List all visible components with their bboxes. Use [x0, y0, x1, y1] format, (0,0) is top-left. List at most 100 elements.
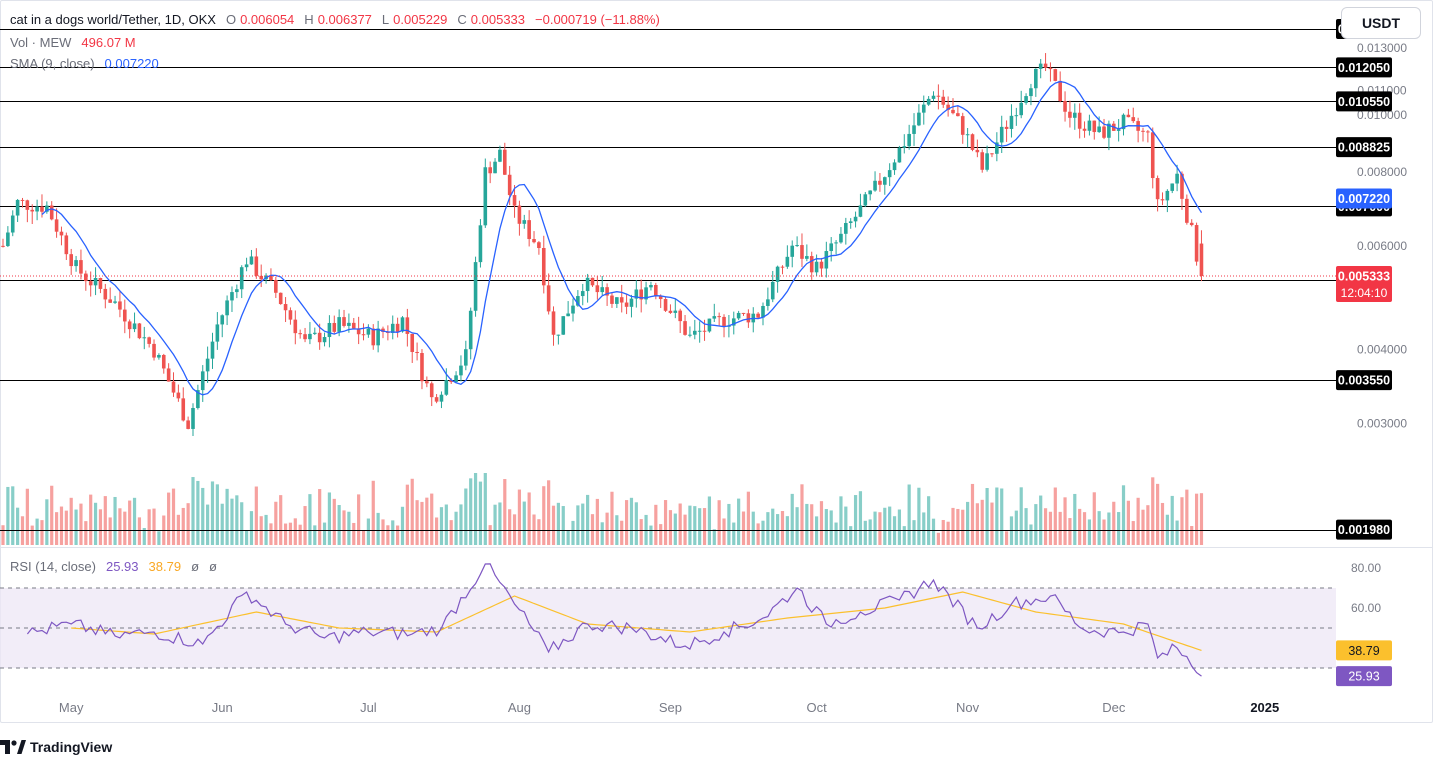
candle-body[interactable]: [502, 149, 507, 175]
candle-body[interactable]: [585, 277, 590, 292]
sma-line[interactable]: [41, 80, 1203, 396]
candle-body[interactable]: [215, 324, 220, 342]
candle-body[interactable]: [697, 330, 702, 332]
candle-body[interactable]: [1043, 63, 1048, 68]
candle-body[interactable]: [15, 199, 20, 216]
candle-body[interactable]: [917, 112, 921, 126]
candle-body[interactable]: [507, 174, 512, 196]
candle-body[interactable]: [882, 177, 887, 185]
candle-body[interactable]: [181, 398, 186, 421]
candle-body[interactable]: [1199, 243, 1204, 277]
rsi-ma-badge-bg[interactable]: [1336, 640, 1392, 661]
candle-body[interactable]: [317, 332, 322, 343]
candle-body[interactable]: [10, 215, 15, 233]
candle-body[interactable]: [692, 330, 697, 335]
candle-body[interactable]: [556, 334, 561, 336]
candle-body[interactable]: [1116, 129, 1121, 131]
candle-body[interactable]: [113, 301, 117, 303]
candle-body[interactable]: [308, 333, 312, 340]
candle-body[interactable]: [79, 260, 83, 274]
candle-body[interactable]: [1024, 96, 1028, 103]
candle-body[interactable]: [361, 334, 366, 336]
candle-body[interactable]: [1068, 111, 1072, 118]
candle-body[interactable]: [59, 231, 64, 236]
candle-body[interactable]: [717, 316, 721, 318]
candle-body[interactable]: [766, 299, 770, 306]
candle-body[interactable]: [756, 313, 760, 318]
candle-body[interactable]: [999, 126, 1004, 143]
level-badge-bg[interactable]: [1336, 370, 1392, 391]
candle-body[interactable]: [887, 170, 892, 178]
candle-body[interactable]: [780, 266, 785, 268]
candle-body[interactable]: [610, 295, 614, 304]
candle-body[interactable]: [892, 162, 897, 171]
candle-body[interactable]: [35, 206, 39, 212]
candle-body[interactable]: [902, 146, 907, 148]
candle-body[interactable]: [239, 267, 244, 290]
candle-body[interactable]: [805, 256, 809, 259]
candle-body[interactable]: [878, 180, 882, 185]
candle-body[interactable]: [493, 161, 497, 174]
candle-body[interactable]: [122, 309, 127, 322]
candle-body[interactable]: [415, 351, 419, 354]
candle-body[interactable]: [546, 285, 551, 312]
candle-body[interactable]: [537, 242, 541, 249]
candle-body[interactable]: [434, 397, 439, 402]
candle-body[interactable]: [88, 281, 93, 286]
candle-body[interactable]: [619, 297, 624, 303]
candle-body[interactable]: [561, 316, 566, 335]
candle-body[interactable]: [293, 319, 298, 334]
candle-body[interactable]: [225, 300, 229, 316]
candle-body[interactable]: [1126, 114, 1131, 118]
candle-body[interactable]: [736, 312, 741, 319]
candle-body[interactable]: [132, 323, 137, 330]
candle-body[interactable]: [844, 222, 848, 234]
candle-body[interactable]: [478, 225, 483, 263]
candle-body[interactable]: [186, 420, 190, 429]
candle-body[interactable]: [152, 343, 156, 358]
candle-body[interactable]: [376, 328, 380, 346]
candle-body[interactable]: [1004, 126, 1009, 129]
candle-body[interactable]: [809, 256, 814, 273]
candle-body[interactable]: [230, 292, 234, 301]
candle-body[interactable]: [1175, 173, 1179, 184]
candle-body[interactable]: [312, 332, 317, 334]
candle-body[interactable]: [395, 323, 400, 332]
candle-body[interactable]: [127, 321, 132, 330]
candle-body[interactable]: [965, 134, 970, 136]
candle-body[interactable]: [527, 220, 531, 240]
candle-body[interactable]: [351, 322, 356, 329]
candle-body[interactable]: [731, 318, 736, 326]
candle-body[interactable]: [673, 310, 678, 313]
candle-body[interactable]: [712, 316, 717, 319]
candle-body[interactable]: [576, 296, 580, 306]
candle-body[interactable]: [639, 289, 644, 300]
level-badge-bg[interactable]: [1336, 519, 1392, 540]
candle-body[interactable]: [118, 301, 122, 310]
candle-body[interactable]: [839, 233, 843, 243]
candle-body[interactable]: [1009, 115, 1014, 129]
candle-body[interactable]: [137, 323, 142, 339]
candle-body[interactable]: [1160, 199, 1165, 201]
candle-body[interactable]: [1165, 190, 1170, 201]
candle-body[interactable]: [1121, 114, 1126, 130]
candle-body[interactable]: [278, 292, 283, 305]
candle-body[interactable]: [288, 310, 293, 320]
candle-body[interactable]: [990, 153, 994, 155]
candle-body[interactable]: [1029, 88, 1033, 97]
candle-body[interactable]: [98, 278, 103, 289]
candle-body[interactable]: [459, 365, 463, 376]
candle-body[interactable]: [269, 275, 273, 280]
level-badge-bg[interactable]: [1336, 57, 1392, 78]
candle-body[interactable]: [1155, 178, 1160, 200]
candle-body[interactable]: [634, 289, 639, 299]
candle-body[interactable]: [1053, 69, 1058, 81]
candle-body[interactable]: [678, 310, 682, 322]
candle-body[interactable]: [517, 205, 522, 224]
candle-body[interactable]: [342, 317, 346, 326]
candle-body[interactable]: [941, 96, 946, 105]
candle-body[interactable]: [702, 330, 707, 332]
candle-body[interactable]: [926, 98, 931, 105]
candle-body[interactable]: [171, 381, 176, 393]
candle-body[interactable]: [541, 248, 546, 286]
